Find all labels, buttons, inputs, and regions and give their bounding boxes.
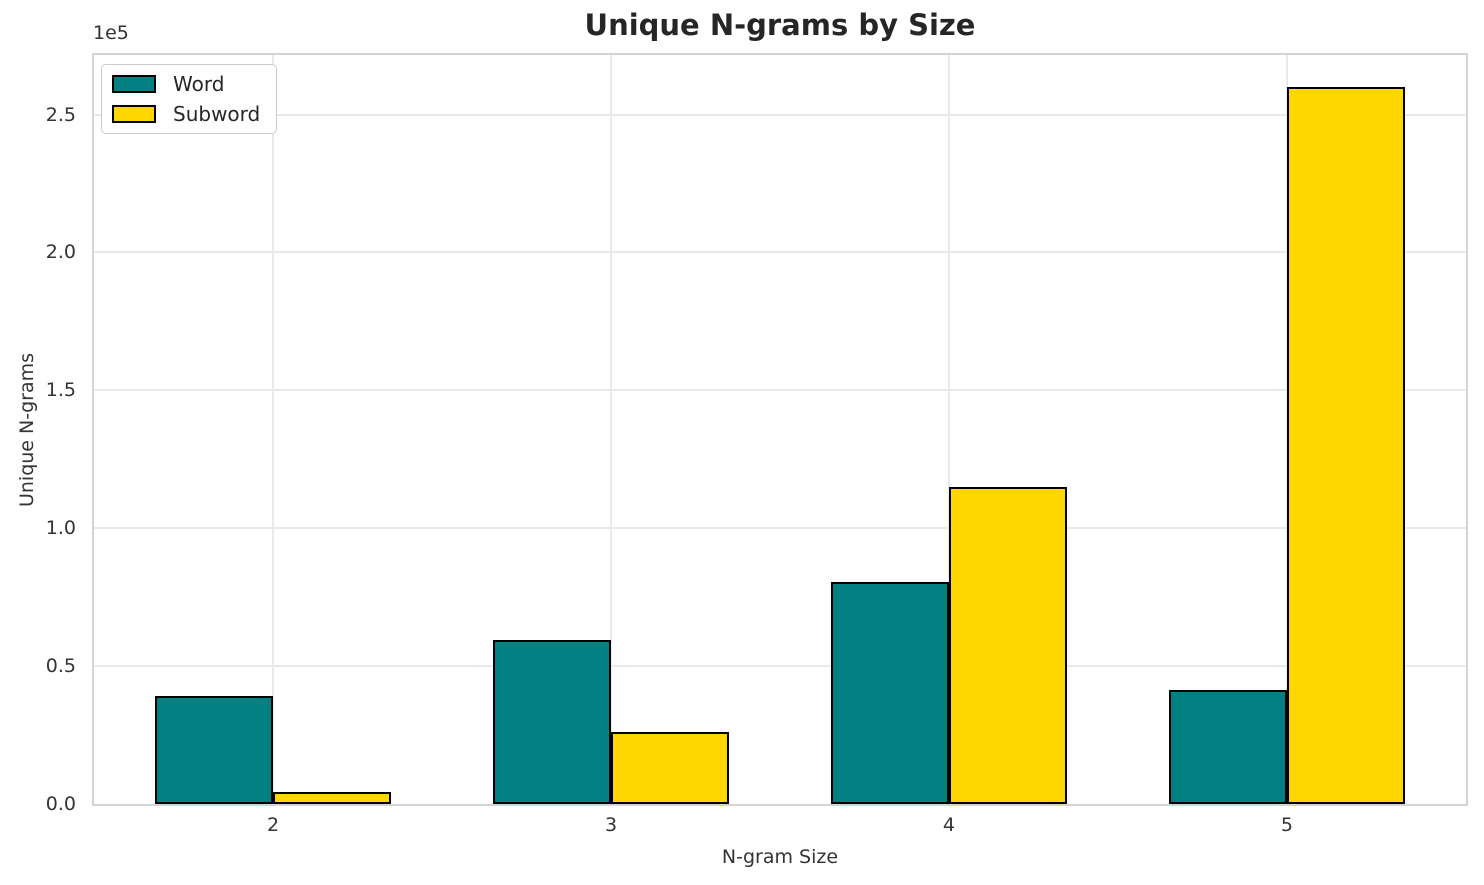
x-tick-label: 3 [604, 814, 618, 836]
legend: Word Subword [101, 64, 278, 134]
plot-area [92, 53, 1468, 806]
bar-subword-3 [611, 732, 730, 804]
bar-subword-4 [948, 486, 1068, 804]
horizontal-gridline [94, 527, 1466, 530]
bar-word-3 [492, 639, 612, 804]
vertical-gridline [610, 55, 613, 804]
y-tick-label: 0.0 [45, 793, 76, 815]
horizontal-gridline [94, 389, 1466, 392]
bar-word-4 [830, 582, 949, 804]
y-tick-label: 1.0 [45, 517, 76, 540]
y-axis-label: Unique N-grams [16, 352, 38, 508]
chart-title: Unique N-grams by Size [584, 8, 976, 42]
legend-item-subword: Subword [112, 104, 260, 124]
y-tick-label: 1.5 [45, 379, 76, 402]
legend-label: Subword [173, 102, 261, 126]
y-tick-label: 2.5 [45, 103, 76, 126]
legend-label: Word [173, 72, 225, 96]
x-tick-label: 4 [942, 814, 955, 836]
bar-subword-2 [273, 792, 392, 804]
legend-swatch-word [112, 75, 156, 93]
legend-swatch-subword [112, 105, 156, 123]
horizontal-gridline [94, 665, 1466, 668]
vertical-gridline [272, 55, 275, 804]
x-tick-label: 5 [1280, 814, 1293, 836]
bar-word-5 [1168, 689, 1287, 804]
vertical-gridline [947, 55, 950, 804]
bar-subword-5 [1286, 87, 1406, 804]
y-tick-label: 0.5 [45, 655, 76, 678]
y-tick-label: 2.0 [45, 241, 76, 264]
horizontal-gridline [94, 251, 1466, 254]
y-axis-offset-label: 1e5 [93, 22, 129, 44]
x-tick-label: 2 [267, 814, 280, 836]
x-axis-label: N-gram Size [721, 846, 839, 868]
bar-word-2 [154, 696, 274, 804]
horizontal-gridline [94, 113, 1466, 116]
legend-item-word: Word [112, 74, 260, 94]
